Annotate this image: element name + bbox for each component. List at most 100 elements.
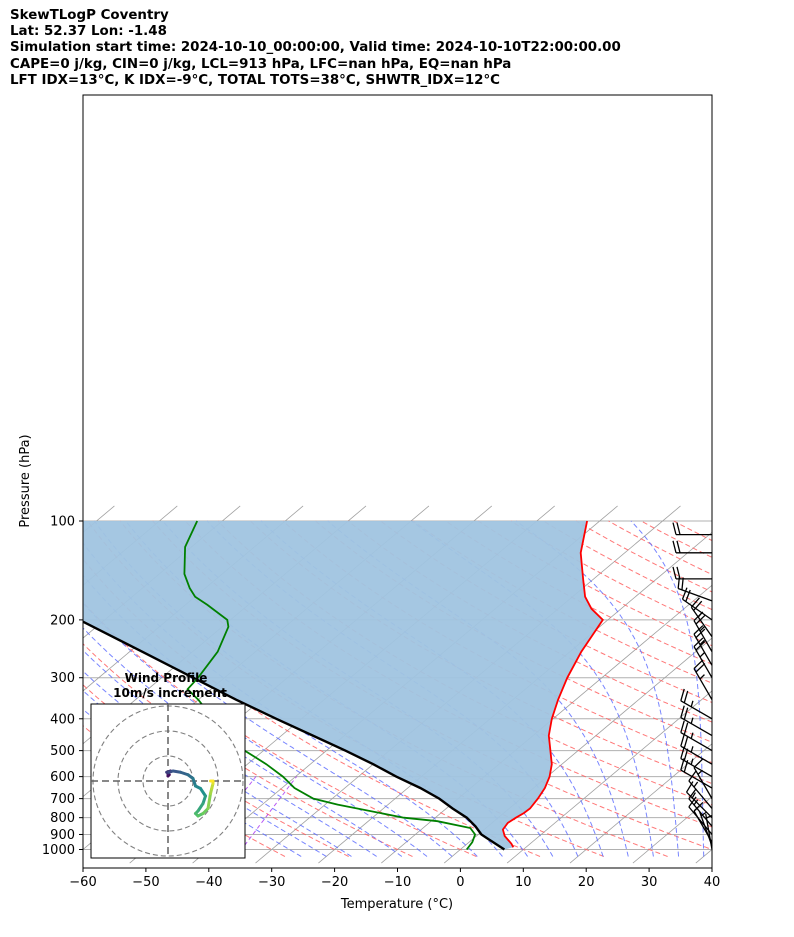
dry-adiabat-line <box>640 520 712 558</box>
wind-barb <box>672 522 712 536</box>
x-tick-label: −20 <box>321 875 348 890</box>
barb-staff <box>693 668 713 701</box>
barb-staff <box>680 769 713 789</box>
barb-half-feather <box>690 717 694 724</box>
wind-barb <box>690 597 713 638</box>
y-tick-label: 300 <box>50 671 75 686</box>
moist-adiabat-line <box>83 602 428 857</box>
simulation-times: Simulation start time: 2024-10-10_00:00:… <box>10 40 621 56</box>
barb-feather <box>693 625 704 635</box>
hodograph-segment <box>206 792 212 810</box>
y-axis-label: Pressure (hPa) <box>18 434 33 527</box>
wind-barb <box>685 781 713 819</box>
y-tick-label: 100 <box>50 515 75 530</box>
isotherm-line <box>0 506 52 863</box>
moist-adiabat-line <box>83 627 403 857</box>
barb-feather <box>676 566 681 580</box>
barb-feather <box>683 707 689 720</box>
parcel-profile-line <box>83 620 506 851</box>
barb-feather <box>681 577 684 590</box>
barb-staff <box>693 620 713 653</box>
moist-adiabat-line <box>411 520 654 857</box>
cape-cin-shading <box>83 521 603 850</box>
wind-barb <box>680 688 713 720</box>
isotherm-line <box>632 796 712 864</box>
barb-half-feather <box>690 732 694 739</box>
x-tick-label: 40 <box>704 875 721 890</box>
inset-title: Wind Profile <box>125 671 208 685</box>
x-tick-label: −50 <box>132 875 159 890</box>
dry-adiabat-line <box>83 684 349 857</box>
wind-barb <box>688 770 713 809</box>
barb-feather <box>680 688 685 701</box>
isotherm-line <box>506 690 712 864</box>
isotherm-line <box>695 848 712 864</box>
y-tick-label: 900 <box>50 828 75 843</box>
moist-adiabat-line <box>630 520 705 857</box>
barb-staff <box>688 780 713 809</box>
dry-adiabat-line <box>380 520 712 704</box>
barb-half-feather <box>699 626 705 632</box>
station-title: SkewTLogP Coventry <box>10 8 169 23</box>
barb-feather <box>693 659 704 670</box>
barb-feather <box>676 540 681 553</box>
barb-staff <box>686 791 713 819</box>
barb-feather <box>683 748 689 761</box>
hodograph-inset <box>90 703 246 859</box>
barb-feather <box>695 628 706 639</box>
moist-adiabat-line <box>515 520 680 857</box>
y-tick-label: 1000 <box>42 843 75 858</box>
barb-feather <box>680 720 685 733</box>
barb-feather <box>680 705 685 718</box>
wind-barb <box>680 720 713 752</box>
barb-half-feather <box>699 639 705 646</box>
y-tick-label: 200 <box>50 613 75 628</box>
wind-barb <box>672 540 712 554</box>
stability-indices: LFT IDX=13°C, K IDX=-9°C, TOTAL TOTS=38°… <box>10 72 500 88</box>
barb-staff <box>693 646 713 679</box>
y-tick-label: 600 <box>50 770 75 785</box>
station-coordinates: Lat: 52.37 Lon: -1.48 <box>10 24 167 40</box>
barb-half-feather <box>699 674 705 680</box>
barb-staff <box>688 798 713 827</box>
barb-feather <box>693 801 704 812</box>
y-tick-label: 700 <box>50 792 75 807</box>
barb-half-feather <box>691 792 696 799</box>
barb-feather <box>693 758 704 768</box>
moist-adiabat-line <box>83 574 453 857</box>
barb-staff <box>682 598 713 621</box>
x-tick-label: −30 <box>258 875 285 890</box>
barb-feather <box>688 788 697 800</box>
wind-barb <box>680 705 713 737</box>
barb-staff <box>680 700 713 720</box>
wind-barb <box>693 625 713 666</box>
barb-feather <box>680 734 685 747</box>
x-tick-label: 30 <box>641 875 658 890</box>
x-tick-label: −60 <box>69 875 96 890</box>
wind-barb <box>680 746 713 778</box>
barb-staff <box>680 745 713 765</box>
x-tick-label: −10 <box>384 875 411 890</box>
barb-half-feather <box>706 814 713 819</box>
barb-staff <box>690 606 713 638</box>
barb-feather <box>680 746 685 759</box>
barb-feather <box>683 736 689 749</box>
barb-feather <box>676 522 681 535</box>
moist-adiabat-line <box>724 521 738 857</box>
x-tick-label: 10 <box>515 875 532 890</box>
barb-feather <box>672 540 677 553</box>
barb-feather <box>683 690 689 703</box>
barb-half-feather <box>699 652 705 658</box>
barb-feather <box>688 770 697 782</box>
dry-adiabat-line <box>83 643 413 857</box>
dry-adiabat-line <box>673 520 712 542</box>
barb-staff <box>699 811 713 847</box>
barb-feather <box>683 722 689 735</box>
barb-staff <box>680 758 713 778</box>
barb-staff <box>680 717 713 737</box>
barb-half-feather <box>690 700 694 707</box>
y-tick-label: 800 <box>50 811 75 826</box>
dry-adiabat-line <box>575 520 712 593</box>
mixing-ratio-line <box>235 776 297 857</box>
